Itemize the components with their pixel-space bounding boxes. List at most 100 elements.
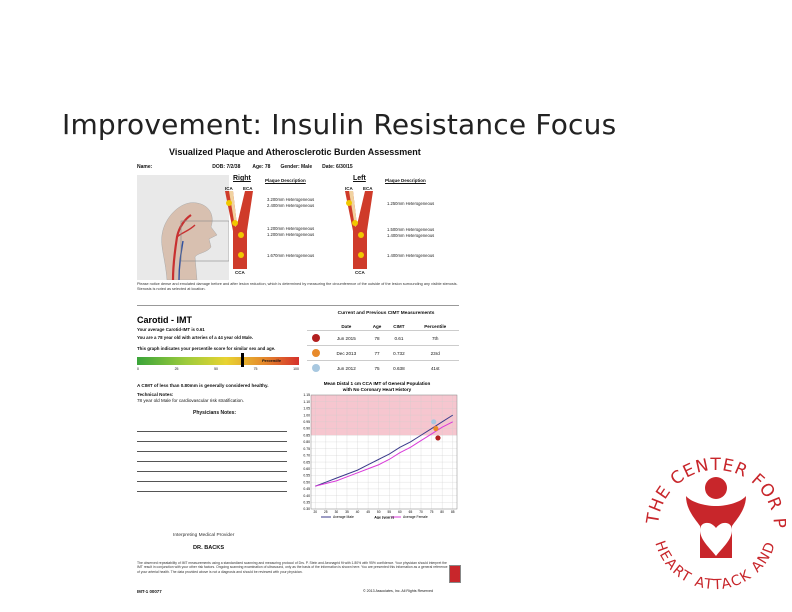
right-meas-4: 1.200mm Heterogeneous bbox=[267, 232, 315, 237]
percentile-ticks: 0 25 50 75 100 bbox=[137, 367, 299, 371]
patient-point bbox=[435, 435, 441, 441]
neck-anatomy-image bbox=[137, 175, 229, 280]
y-tick-label: 0.45 bbox=[303, 487, 310, 491]
dob-field: DOB: 7/2/38 bbox=[212, 163, 241, 170]
tick-label: 75 bbox=[253, 367, 258, 371]
note-line bbox=[137, 461, 287, 462]
y-tick-label: 0.85 bbox=[303, 433, 310, 437]
cell-age: 78 bbox=[367, 330, 387, 346]
x-axis-label: Age (years) bbox=[374, 516, 394, 520]
x-tick-label: 20 bbox=[313, 510, 317, 514]
report-logo bbox=[449, 565, 461, 583]
y-tick-label: 0.90 bbox=[303, 427, 310, 431]
left-plaque-desc-heading: Plaque Description bbox=[385, 178, 426, 183]
patient-point bbox=[431, 419, 437, 425]
imt-population-chart: Mean Distal 1 cm CCA IMT of General Popu… bbox=[303, 381, 458, 520]
col-cimt: CIMT bbox=[393, 324, 405, 329]
tick-label: 50 bbox=[214, 367, 218, 371]
right-meas-5: 1.670mm Heterogeneous bbox=[267, 253, 315, 258]
left-meas-2: 1.500mm Heterogeneous bbox=[387, 227, 435, 232]
left-meas-4: 1.400mm Heterogeneous bbox=[387, 253, 435, 258]
y-tick-label: 0.65 bbox=[303, 460, 310, 464]
tick-label: 25 bbox=[174, 367, 179, 371]
logo-figure-icon bbox=[686, 496, 746, 558]
table-row: Jun 2012 75 0.638 41st bbox=[307, 360, 459, 376]
row-dot bbox=[312, 363, 320, 372]
legend-label: Average Female bbox=[403, 515, 428, 519]
cell-age: 77 bbox=[367, 345, 387, 361]
cell-date: Jun 2015 bbox=[325, 330, 368, 346]
left-label: Left bbox=[353, 175, 366, 182]
x-tick-label: 35 bbox=[345, 510, 349, 514]
copyright: © 2013 Associates, Inc. All Rights Reser… bbox=[363, 589, 433, 593]
y-tick-label: 0.50 bbox=[303, 480, 310, 484]
y-tick-label: 0.60 bbox=[303, 467, 310, 471]
cell-cimt: 0.61 bbox=[386, 330, 412, 346]
left-carotid-diagram bbox=[345, 191, 373, 269]
cell-date: Jun 2012 bbox=[325, 360, 368, 376]
report-document: Visualized Plaque and Atherosclerotic Bu… bbox=[133, 143, 463, 598]
cell-age: 75 bbox=[367, 360, 387, 376]
healthy-threshold-text: A CIMT of less than 0.80mm is generally … bbox=[137, 383, 269, 388]
x-tick-label: 55 bbox=[388, 510, 392, 514]
percentile-bar-label: Percentile bbox=[261, 358, 281, 363]
date-field: Date: 6/30/15 bbox=[322, 163, 353, 170]
cell-percentile: 41st bbox=[411, 360, 459, 376]
interpreting-provider-label: Interpreting Medical Provider bbox=[173, 533, 235, 538]
measurements-table-title: Current and Previous CIMT Measurements bbox=[337, 311, 435, 316]
tech-notes-heading: Technical Notes: bbox=[137, 392, 174, 397]
imt-title: Carotid - IMT bbox=[137, 315, 192, 325]
x-tick-label: 85 bbox=[451, 510, 455, 514]
name-field: Name: bbox=[137, 163, 153, 170]
measurements-table: Date Age CIMT Percentile Jun 2015 78 0.6… bbox=[307, 323, 459, 376]
y-tick-label: 0.40 bbox=[303, 494, 310, 498]
col-percentile: Percentile bbox=[424, 324, 447, 329]
imt-artery-age-text: You are a 78 year old with arteries of a… bbox=[137, 335, 254, 340]
legend-label: Average Male bbox=[333, 515, 354, 519]
col-age: Age bbox=[372, 324, 382, 329]
right-label: Right bbox=[233, 175, 251, 182]
cell-cimt: 0.732 bbox=[386, 345, 412, 361]
y-tick-label: 0.55 bbox=[303, 474, 310, 478]
left-cca-label: CCA bbox=[355, 270, 365, 275]
x-tick-label: 70 bbox=[419, 510, 423, 514]
physician-notes-heading: Physicians Notes: bbox=[193, 410, 237, 416]
age-field: Age: 78 bbox=[252, 163, 271, 170]
x-tick-label: 50 bbox=[377, 510, 381, 514]
series-line bbox=[315, 421, 453, 487]
tick-label: 100 bbox=[293, 367, 299, 371]
x-tick-label: 75 bbox=[430, 510, 434, 514]
percentile-bar: Percentile bbox=[137, 357, 299, 365]
gender-field: Gender: Male bbox=[280, 163, 313, 170]
plot-frame bbox=[310, 394, 458, 510]
y-tick-label: 1.00 bbox=[303, 413, 310, 417]
note-line bbox=[137, 491, 287, 492]
col-date: Date bbox=[341, 324, 352, 329]
logo-heart-icon bbox=[700, 522, 732, 556]
chart-title: Mean Distal 1 cm CCA IMT of General Popu… bbox=[324, 381, 431, 386]
chart-title-line-2: with No Coronary Heart History bbox=[342, 387, 412, 392]
left-eca-label: ECA bbox=[363, 186, 373, 191]
percentile-marker bbox=[241, 353, 245, 367]
x-tick-label: 80 bbox=[440, 510, 444, 514]
right-carotid-diagram bbox=[225, 191, 253, 269]
y-tick-label: 0.95 bbox=[303, 420, 310, 424]
logo-head-icon bbox=[705, 477, 727, 499]
right-meas-3: 1.200mm Heterogeneous bbox=[267, 226, 315, 231]
tick-label: 0 bbox=[137, 367, 139, 371]
right-cca-label: CCA bbox=[235, 270, 245, 275]
note-line bbox=[137, 441, 287, 442]
right-eca-label: ECA bbox=[243, 186, 253, 191]
table-row: Dec 2013 77 0.732 23rd bbox=[307, 345, 459, 361]
slide-title: Improvement: Insulin Resistance Focus bbox=[62, 108, 617, 141]
x-tick-label: 45 bbox=[366, 510, 370, 514]
x-tick-label: 25 bbox=[324, 510, 328, 514]
x-tick-label: 65 bbox=[409, 510, 413, 514]
cell-percentile: 23rd bbox=[411, 345, 459, 361]
assessment-note: Please notice dense and emulated damage … bbox=[137, 282, 458, 291]
y-tick-label: 0.35 bbox=[303, 500, 310, 504]
note-line bbox=[137, 451, 287, 452]
note-line bbox=[137, 431, 287, 432]
center-for-prevention-logo: THE CENTER FOR PREVENTION HEART ATTACK A… bbox=[636, 440, 786, 593]
section-divider bbox=[137, 305, 459, 306]
